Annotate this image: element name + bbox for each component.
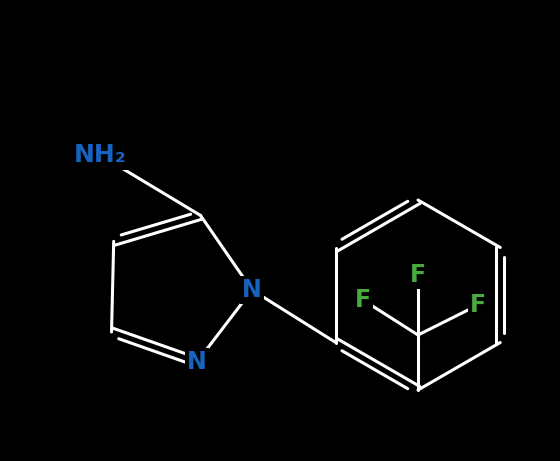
Text: NH₂: NH₂ <box>73 143 127 167</box>
Text: N: N <box>187 350 207 374</box>
Text: F: F <box>355 288 371 312</box>
Text: N: N <box>242 278 262 302</box>
Text: F: F <box>470 293 486 317</box>
Text: F: F <box>410 263 426 287</box>
